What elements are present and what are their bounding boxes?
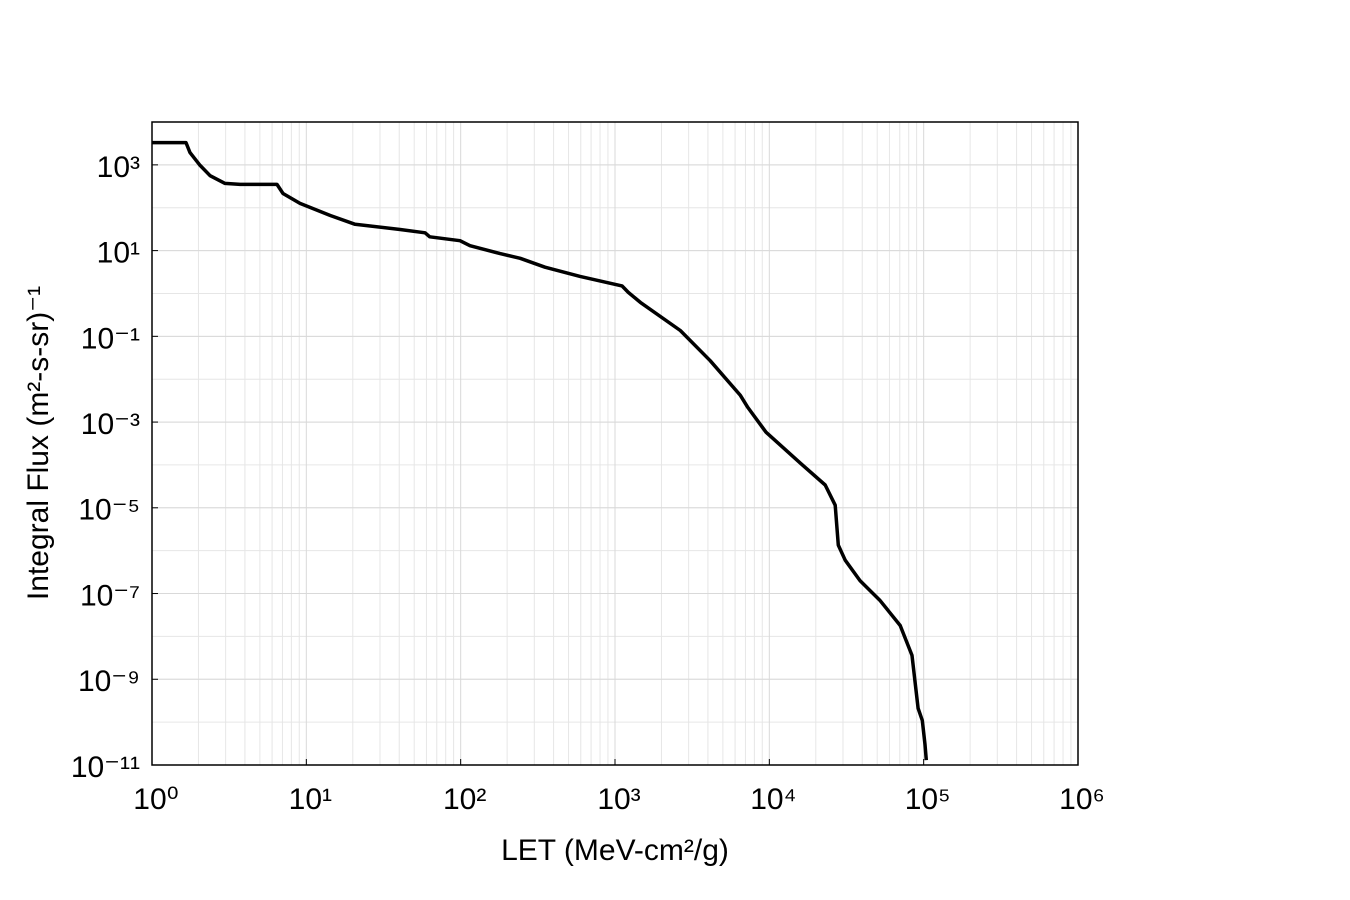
y-tick-label: 10³ xyxy=(97,151,140,184)
y-tick-label: 10⁻⁵ xyxy=(78,494,140,527)
x-tick-label: 10³ xyxy=(597,783,640,816)
y-tick-label: 10⁻⁷ xyxy=(80,579,140,612)
x-tick-label: 10⁴ xyxy=(750,783,796,816)
y-tick-label: 10¹ xyxy=(97,237,140,270)
y-axis-label: Integral Flux (m²-s-sr)⁻¹ xyxy=(22,286,55,600)
y-tick-label: 10⁻¹ xyxy=(81,322,140,355)
x-tick-label: 10⁵ xyxy=(905,783,951,816)
x-tick-label: 10⁶ xyxy=(1059,783,1105,816)
y-tick-label: 10⁻⁹ xyxy=(78,665,140,698)
x-axis-label: LET (MeV-cm²/g) xyxy=(501,834,729,867)
x-tick-label: 10⁰ xyxy=(133,783,178,816)
y-tick-label: 10⁻³ xyxy=(81,408,140,441)
data-line xyxy=(152,140,929,761)
x-tick-label: 10¹ xyxy=(289,783,332,816)
y-tick-label: 10⁻¹¹ xyxy=(71,751,140,784)
x-tick-label: 10² xyxy=(443,783,486,816)
